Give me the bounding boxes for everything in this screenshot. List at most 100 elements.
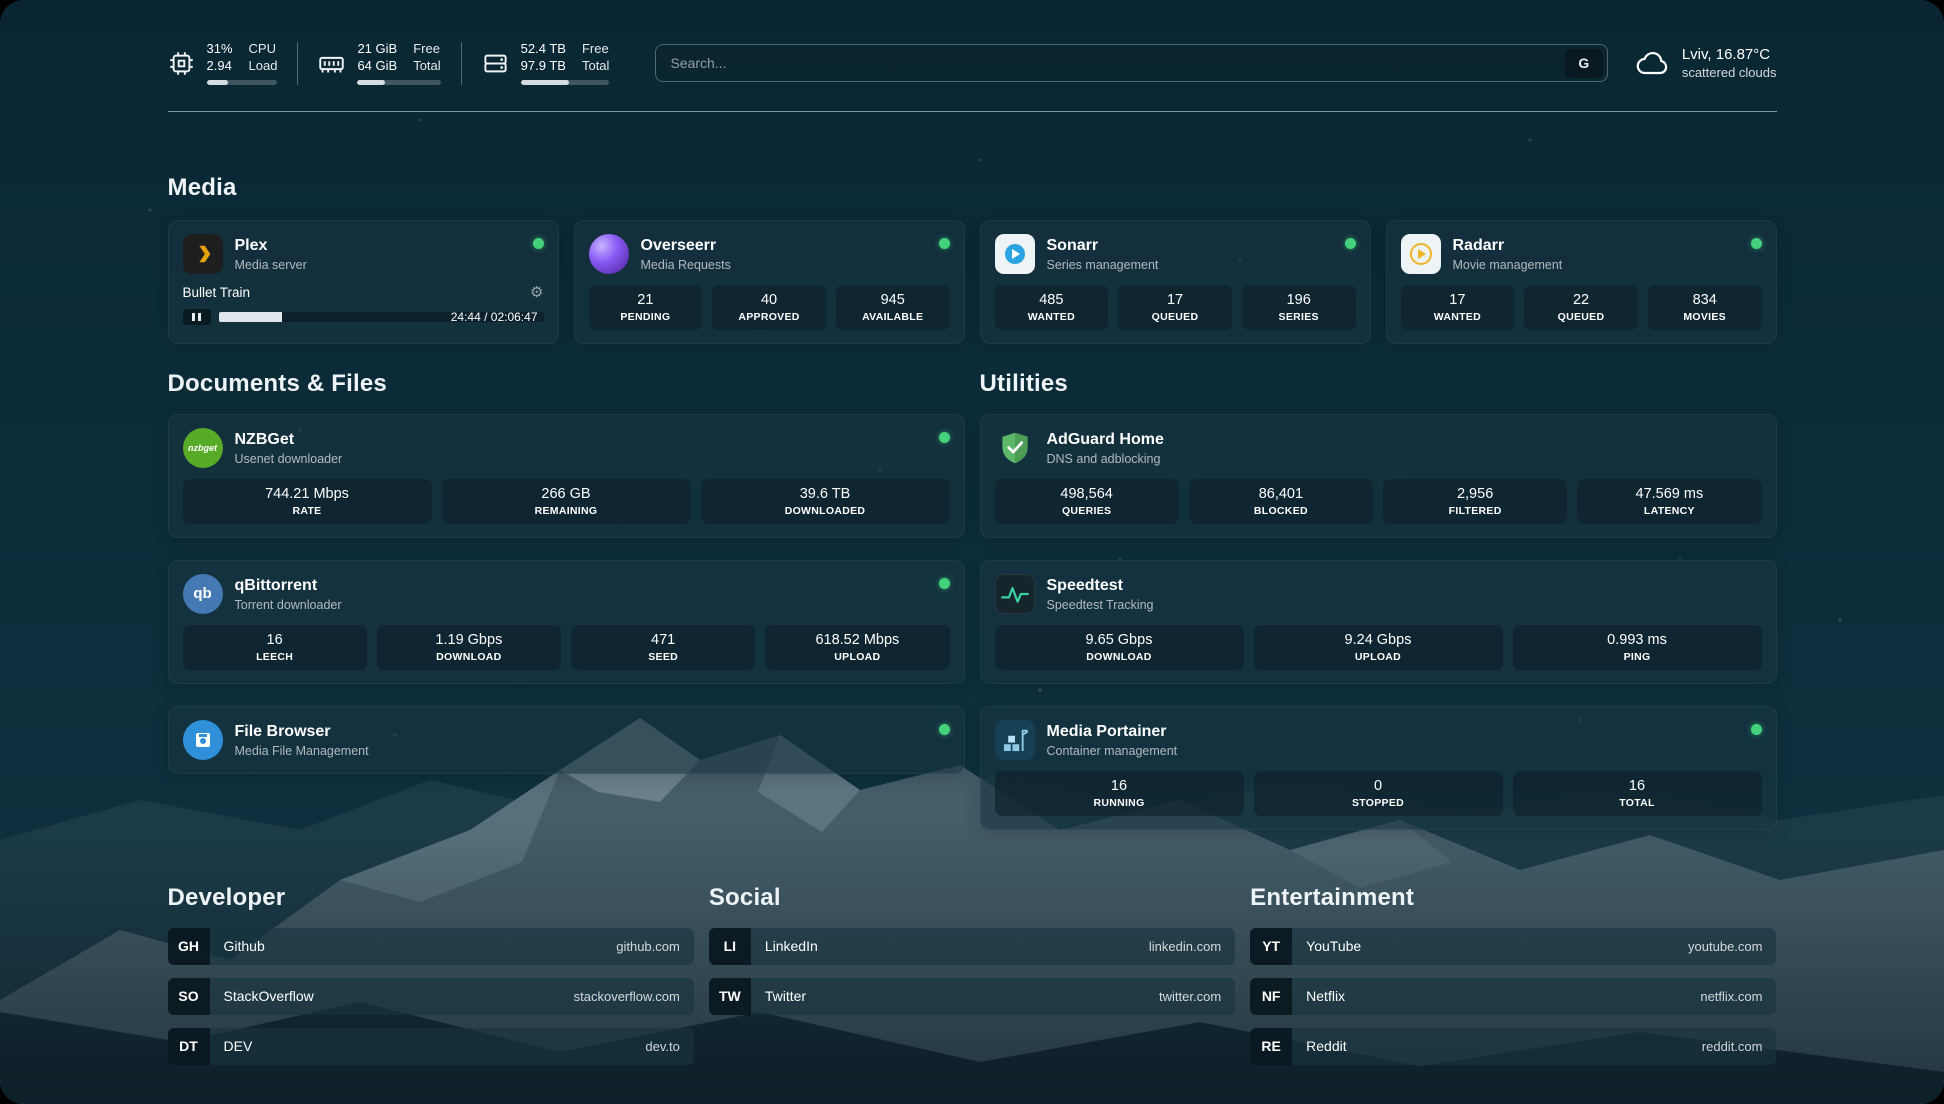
service-name: Media Portainer — [1046, 722, 1167, 740]
stat-tile: 40 APPROVED — [712, 284, 826, 330]
disk-icon — [484, 54, 507, 73]
playback-progress-fill — [218, 311, 282, 322]
bookmark-netflix[interactable]: NF Netflix netflix.com — [1250, 977, 1777, 1015]
weather-widget[interactable]: Lviv, 16.87°C scattered clouds — [1634, 46, 1777, 80]
status-dot — [938, 577, 950, 589]
playback-progress-bar[interactable] — [218, 311, 544, 322]
stat-tile: 17 WANTED — [1400, 284, 1515, 330]
bookmark-youtube[interactable]: YT YouTube youtube.com — [1250, 927, 1777, 965]
sonarr-icon — [994, 233, 1035, 274]
service-name: NZBGet — [234, 430, 295, 448]
stat-tile: 9.65 Gbps DOWNLOAD — [994, 624, 1244, 670]
adguard-icon — [995, 428, 1035, 468]
section-title-documents: Documents & Files — [167, 369, 387, 397]
bookmark-linkedin[interactable]: LI LinkedIn linkedin.com — [708, 927, 1236, 965]
entertainment-column: Entertainment YT YouTube youtube.com NF … — [1250, 883, 1777, 1065]
bookmark-name: Netflix — [1306, 988, 1346, 1005]
bookmark-name: Github — [223, 938, 265, 955]
cpu-usage-value: 31% — [206, 41, 233, 56]
status-dot — [532, 237, 544, 249]
stat-tile: 39.6 TB DOWNLOADED — [700, 478, 950, 524]
stat-tile: 21 PENDING — [588, 284, 703, 330]
service-name: Radarr — [1452, 236, 1505, 254]
cpu-usage-bar-fill — [206, 79, 229, 85]
bookmark-name: DEV — [223, 1038, 253, 1055]
stat-tile: 485 WANTED — [994, 284, 1109, 330]
stat-tile: 498,564 QUERIES — [994, 478, 1179, 524]
search-bar: G — [655, 44, 1608, 83]
ram-usage-bar-fill — [357, 79, 385, 85]
ram-total-value: 64 GiB — [357, 58, 398, 74]
overseerr-icon — [588, 233, 629, 274]
nzbget-icon: nzbget — [182, 427, 223, 468]
system-monitors: 31% 2.94 CPU Load — [168, 41, 630, 85]
bookmark-twitter[interactable]: TW Twitter twitter.com — [708, 977, 1236, 1015]
section-title-media: Media — [167, 173, 237, 201]
now-playing-title: Bullet Train — [182, 284, 251, 300]
bookmark-url: netflix.com — [1700, 988, 1763, 1004]
top-bar: 31% 2.94 CPU Load — [168, 41, 1777, 85]
bookmark-stackoverflow[interactable]: SO StackOverflow stackoverflow.com — [167, 977, 694, 1015]
service-card-speedtest[interactable]: Speedtest Speedtest Tracking 9.65 Gbps DO… — [979, 559, 1777, 684]
section-title-entertainment: Entertainment — [1250, 883, 1415, 911]
service-card-filebrowser[interactable]: File Browser Media File Management — [167, 705, 965, 774]
bookmark-name: LinkedIn — [764, 938, 818, 955]
cpu-icon — [169, 52, 193, 75]
cpu-monitor: 31% 2.94 CPU Load — [168, 41, 298, 85]
ram-icon — [319, 56, 345, 73]
radarr-icon — [1400, 233, 1441, 274]
bookmark-url: dev.to — [645, 1038, 680, 1054]
service-name: Overseerr — [640, 236, 717, 254]
service-card-radarr[interactable]: Radarr Movie management 17 WANTED 22 QUEUE… — [1385, 219, 1777, 344]
now-playing-progress: 24:44 / 02:06:47 — [182, 308, 544, 325]
service-card-qbittorrent[interactable]: qb qBittorrent Torrent downloader 16 LEEC… — [167, 559, 965, 684]
stat-tile: 9.24 Gbps UPLOAD — [1253, 624, 1503, 670]
bookmark-url: stackoverflow.com — [573, 988, 680, 1004]
service-name: Speedtest — [1046, 576, 1123, 594]
gear-icon[interactable]: ⚙ — [530, 283, 544, 301]
social-column: Social LI LinkedIn linkedin.com TW Twitt… — [708, 883, 1236, 1015]
service-card-overseerr[interactable]: Overseerr Media Requests 21 PENDING 40 APP… — [573, 219, 965, 344]
service-subtitle: Speedtest Tracking — [1046, 597, 1154, 612]
ram-monitor: 21 GiB 64 GiB Free Total — [297, 41, 460, 85]
service-subtitle: Media server — [234, 257, 307, 272]
disk-label-bottom: Total — [581, 58, 610, 74]
weather-location: Lviv, 16.87°C — [1681, 46, 1771, 64]
disk-usage-bar — [520, 79, 610, 85]
speedtest-icon — [994, 573, 1035, 614]
service-card-adguard[interactable]: AdGuard Home DNS and adblocking 498,564 Q… — [979, 413, 1777, 538]
plex-icon — [182, 233, 223, 274]
service-card-sonarr[interactable]: Sonarr Series management 485 WANTED 17 QUE… — [979, 219, 1371, 344]
developer-column: Developer GH Github github.com SO StackO… — [167, 884, 694, 1065]
youtube-icon: YT — [1250, 927, 1293, 965]
stat-tile: 471 SEED — [571, 624, 756, 670]
service-card-nzbget[interactable]: nzbget NZBGet Usenet downloader 744.21 M… — [167, 413, 965, 538]
bookmark-reddit[interactable]: RE Reddit reddit.com — [1250, 1027, 1777, 1065]
topbar-divider — [167, 110, 1777, 112]
bookmark-url: linkedin.com — [1148, 938, 1222, 954]
bookmark-dev[interactable]: DT DEV dev.to — [167, 1027, 694, 1065]
section-title-social: Social — [708, 883, 781, 911]
disk-total-value: 97.9 TB — [520, 58, 566, 74]
ram-label-top: Free — [413, 41, 440, 56]
github-icon: GH — [167, 927, 210, 965]
pause-button[interactable] — [182, 308, 211, 325]
bookmark-github[interactable]: GH Github github.com — [167, 927, 694, 965]
disk-monitor: 52.4 TB 97.9 TB Free Total — [460, 41, 630, 85]
service-subtitle: Media File Management — [234, 743, 369, 758]
service-card-portainer[interactable]: Media Portainer Container management 16 R… — [979, 705, 1777, 830]
ram-label-bottom: Total — [413, 58, 441, 74]
stat-tile: 834 MOVIES — [1647, 284, 1762, 330]
stat-tile: 945 AVAILABLE — [835, 284, 950, 330]
filebrowser-icon — [182, 719, 223, 760]
service-subtitle: Torrent downloader — [234, 597, 342, 612]
status-dot — [938, 723, 950, 735]
service-subtitle: Container management — [1046, 743, 1178, 758]
search-engine-button[interactable]: G — [1564, 48, 1603, 78]
service-card-plex[interactable]: Plex Media server Bullet Train ⚙ 24:44 /… — [167, 219, 559, 344]
weather-condition: scattered clouds — [1681, 65, 1777, 81]
stat-tile: 2,956 FILTERED — [1383, 478, 1568, 524]
search-input[interactable] — [670, 55, 1565, 72]
service-name: Sonarr — [1046, 236, 1099, 254]
